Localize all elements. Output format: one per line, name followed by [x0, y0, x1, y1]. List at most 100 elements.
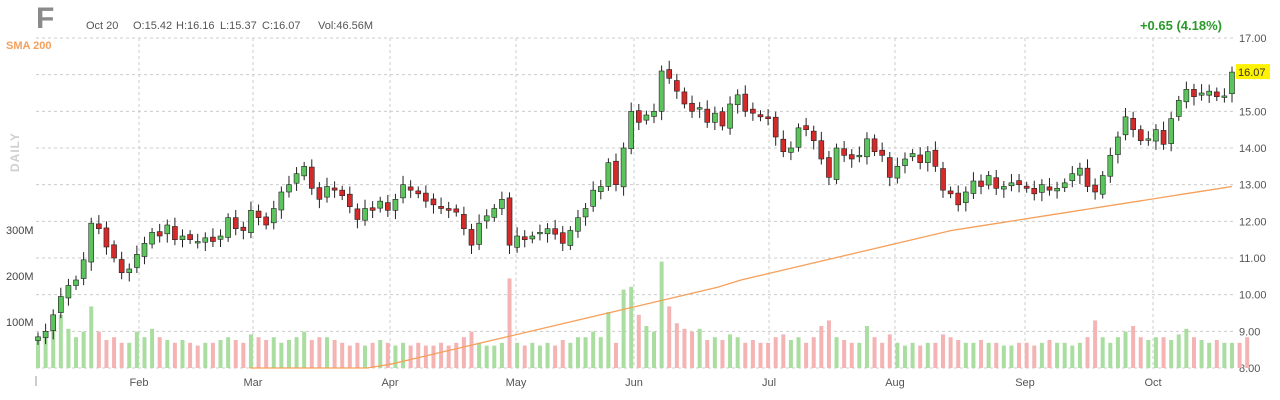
candle-body [704, 108, 711, 123]
volume-bar [720, 340, 725, 368]
candle-body [567, 230, 574, 246]
candle-body [689, 102, 695, 112]
volume-bar [119, 342, 124, 368]
last-price-label: 16.07 [1238, 67, 1266, 79]
candle-body [331, 187, 338, 191]
candle-body [1077, 167, 1083, 176]
volume-bar [195, 345, 200, 368]
candle-body [780, 138, 787, 152]
volume-bar [652, 331, 657, 368]
candle-body [1160, 130, 1167, 145]
volume-bar [1077, 342, 1082, 368]
x-tick-label: Sep [1015, 377, 1035, 389]
candle-body [643, 114, 650, 121]
candle-body [963, 191, 969, 203]
volume-bar [423, 345, 428, 368]
candle-body [172, 226, 178, 240]
volume-bar [872, 337, 877, 368]
volume-bar [1184, 328, 1189, 368]
volume-bar [1100, 337, 1105, 368]
candle-body [856, 155, 863, 158]
candle-body [658, 70, 665, 112]
volume-bar [849, 342, 854, 368]
volume-bar [347, 345, 352, 368]
volume-bar [986, 342, 991, 368]
candle-body [483, 215, 490, 222]
candle-body [666, 69, 673, 79]
candle-body [1054, 188, 1060, 192]
volume-bar [1237, 342, 1242, 368]
candle-body [73, 279, 79, 286]
volume-bar [1039, 342, 1044, 368]
candle-body [833, 147, 840, 180]
volume-bar [826, 320, 831, 368]
volume-bar [172, 342, 177, 368]
sma-legend-label: SMA 200 [6, 40, 52, 52]
candle-body [757, 114, 764, 118]
candle-body [194, 241, 201, 244]
volume-bar [1222, 342, 1227, 368]
volume-bar [1207, 342, 1212, 368]
volume-bar [157, 337, 162, 368]
candle-body [772, 116, 779, 138]
candle-body [1001, 186, 1007, 190]
candle-body [1046, 186, 1053, 191]
candle-body [993, 177, 1000, 189]
candle-body [514, 235, 520, 248]
volume-bar [941, 334, 946, 368]
candle-body [894, 166, 901, 179]
volume-bar [948, 337, 953, 368]
candle-body [818, 140, 825, 160]
volume-bar [1191, 337, 1196, 368]
volume-bar [819, 326, 824, 368]
candle-body [955, 192, 962, 206]
volume-bar [545, 342, 550, 368]
candle-body [734, 94, 741, 106]
close-value: C:16.07 [262, 20, 301, 32]
candle-body [1213, 91, 1220, 97]
candle-body [385, 202, 391, 211]
volume-bar [613, 342, 618, 368]
candle-body [1206, 90, 1212, 96]
y-tick-label: 14.00 [1239, 143, 1267, 155]
candle-body [1229, 71, 1235, 95]
candle-body [597, 186, 604, 192]
volume-bar [393, 345, 398, 368]
candle-body [651, 111, 657, 117]
y-tick-label: 10.00 [1239, 290, 1267, 302]
volume-bar [842, 340, 847, 368]
candle-body [354, 208, 361, 220]
candle-body [255, 210, 262, 218]
volume-bar [598, 337, 603, 368]
candle-body [544, 228, 551, 235]
candle-body [134, 254, 140, 268]
candle-body [1191, 89, 1197, 97]
last-price-marker [1236, 64, 1270, 80]
candle-body [620, 147, 627, 188]
volume-bar [636, 314, 641, 368]
candle-body [445, 208, 452, 211]
sma-200-line [250, 185, 1233, 369]
volume-bar [690, 331, 695, 368]
candle-body [681, 91, 688, 105]
x-tick-label: May [506, 377, 527, 389]
volume-bar [492, 345, 497, 368]
ticker-symbol: F [36, 2, 55, 35]
volume-bar [127, 342, 132, 368]
volume-bar [431, 345, 436, 368]
candle-body [286, 184, 292, 193]
y-tick-label: 15.00 [1239, 106, 1267, 118]
volume-bar [1146, 340, 1151, 368]
volume-bar [864, 326, 869, 368]
candle-body [947, 190, 954, 195]
volume-bar [180, 340, 185, 368]
volume-bar [1093, 320, 1098, 368]
volume-bar [537, 345, 542, 368]
volume-bar [1123, 331, 1128, 368]
volume-bar [1085, 337, 1090, 368]
candle-body [712, 112, 718, 123]
candle-body [407, 186, 414, 191]
candle-body [308, 166, 315, 189]
candle-body [80, 259, 87, 279]
